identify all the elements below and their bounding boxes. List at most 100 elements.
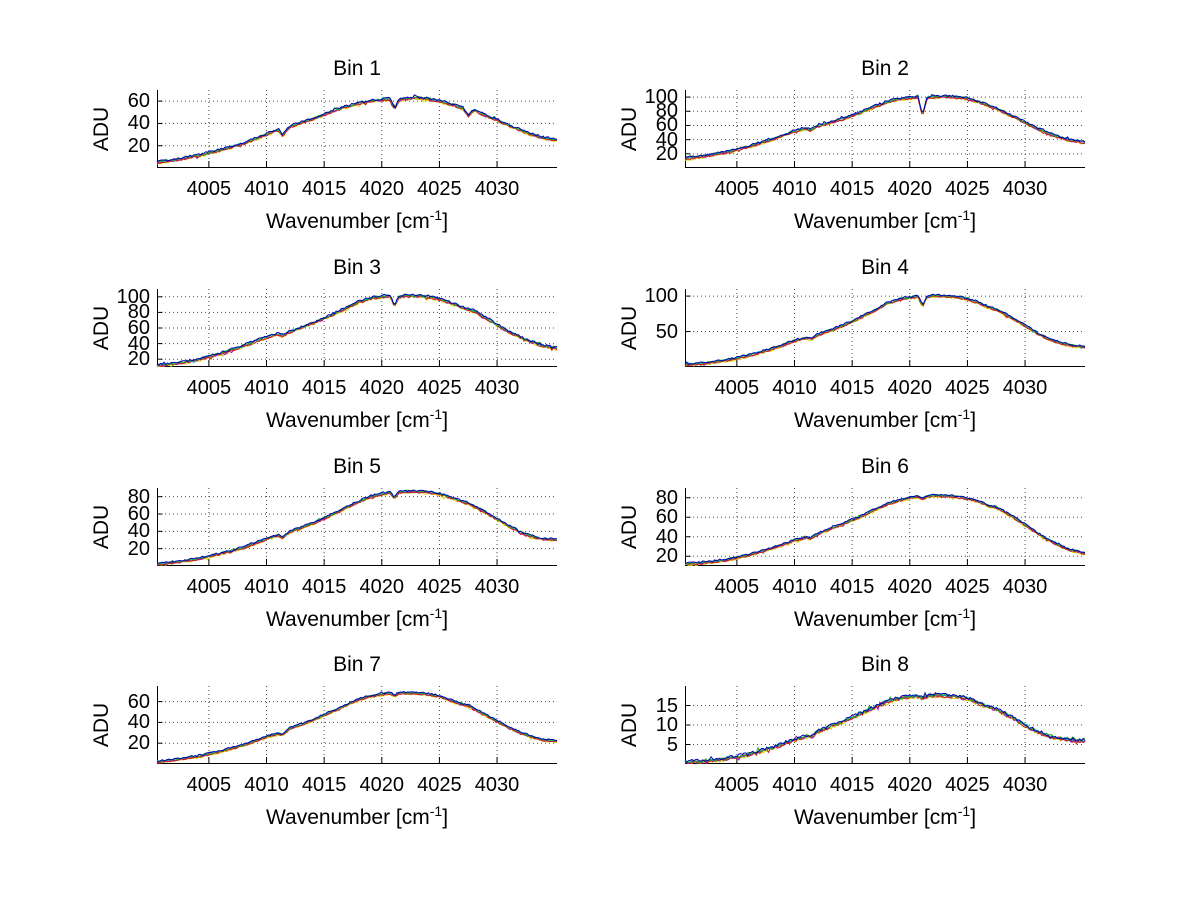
x-tick-label: 4015: [301, 774, 347, 796]
spectrum-trace-cyan: [684, 95, 1086, 159]
subplot-title: Bin 5: [333, 455, 381, 478]
x-axis-label: Wavenumber [cm-1]: [793, 207, 977, 234]
y-tick-label: 80: [127, 301, 150, 324]
x-axis-label-text: Wavenumber [cm: [793, 608, 958, 631]
plot-area: [156, 686, 558, 764]
subplot-title: Bin 3: [333, 256, 381, 279]
x-axis-label-text: Wavenumber [cm: [793, 806, 958, 829]
x-axis-label: Wavenumber [cm-1]: [793, 803, 977, 830]
x-tick-label: 4030: [1002, 377, 1048, 399]
x-tick-label: 4015: [301, 178, 347, 200]
spectrum-trace-blue: [684, 94, 1086, 159]
plot-area: [156, 488, 558, 567]
x-tick-label: 4030: [1002, 774, 1048, 796]
x-axis-label-sup: -1: [957, 207, 971, 223]
x-tick-label: 4020: [359, 377, 405, 399]
y-tick-label: 5: [666, 733, 678, 756]
y-tick-label: 100: [116, 285, 150, 308]
y-tick-label: 80: [655, 100, 678, 123]
plot-area: [684, 686, 1086, 765]
x-axis-label-close: ]: [442, 608, 449, 631]
x-tick-label: 4020: [887, 774, 933, 796]
x-tick-label: 4030: [474, 774, 520, 796]
y-tick-label: 80: [127, 485, 150, 508]
x-axis-label-text: Wavenumber [cm: [265, 409, 430, 432]
spectrum-trace-blue: [156, 94, 558, 163]
x-tick-label: 4015: [301, 377, 347, 399]
x-axis-label-close: ]: [442, 210, 449, 233]
x-tick-label: 4020: [359, 774, 405, 796]
x-tick-label: 4025: [417, 377, 462, 399]
x-tick-label: 4025: [417, 576, 462, 598]
y-tick-label: 40: [127, 332, 150, 355]
x-tick-label: 4010: [772, 377, 817, 399]
spectrum-trace-red: [684, 691, 1086, 765]
x-tick-label: 4020: [887, 576, 933, 598]
x-axis-label-sup: -1: [957, 803, 971, 819]
spectrum-trace-yellow: [684, 95, 1086, 162]
x-axis-label-sup: -1: [957, 406, 971, 422]
x-tick-label: 4005: [186, 576, 232, 598]
y-tick-label: 40: [127, 520, 150, 543]
x-tick-label: 4025: [417, 774, 462, 796]
x-tick-label: 4010: [772, 576, 817, 598]
x-tick-label: 4005: [714, 774, 760, 796]
x-tick-label: 4025: [945, 377, 990, 399]
spectrum-trace-red: [156, 692, 558, 764]
x-axis-label-sup: -1: [429, 406, 443, 422]
x-axis-label-text: Wavenumber [cm: [265, 608, 430, 631]
x-axis-label-close: ]: [970, 806, 977, 829]
x-tick-label: 4005: [714, 178, 760, 200]
x-tick-label: 4010: [772, 774, 817, 796]
y-tick-label: 20: [655, 545, 678, 568]
spectrum-trace-blue: [156, 489, 558, 564]
x-axis-label-text: Wavenumber [cm: [265, 806, 430, 829]
subplot-title: Bin 7: [333, 653, 381, 676]
x-tick-label: 4030: [474, 178, 520, 200]
y-tick-label: 20: [127, 732, 150, 755]
spectrum-trace-blue: [684, 293, 1086, 365]
x-tick-label: 4020: [359, 178, 405, 200]
subplot-title: Bin 4: [861, 256, 909, 279]
x-axis-label-sup: -1: [957, 605, 971, 621]
plot-area: [684, 90, 1086, 168]
y-tick-label: 10: [655, 714, 678, 736]
x-axis-label-text: Wavenumber [cm: [265, 210, 430, 233]
subplot-title: Bin 2: [861, 57, 909, 80]
x-tick-label: 4020: [887, 377, 933, 399]
x-tick-label: 4030: [1002, 178, 1048, 200]
x-axis-label: Wavenumber [cm-1]: [793, 605, 977, 632]
x-tick-label: 4020: [359, 576, 405, 598]
x-axis-label-close: ]: [442, 806, 449, 829]
y-tick-label: 20: [127, 134, 150, 157]
x-tick-label: 4015: [301, 576, 347, 598]
y-tick-label: 50: [655, 320, 678, 343]
x-tick-label: 4005: [186, 774, 232, 796]
x-axis-label-close: ]: [970, 608, 977, 631]
y-tick-label: 60: [127, 90, 150, 113]
x-tick-label: 4015: [829, 774, 875, 796]
x-tick-label: 4005: [714, 377, 760, 399]
y-tick-label: 60: [127, 503, 150, 525]
x-axis-label-text: Wavenumber [cm: [793, 210, 958, 233]
x-tick-label: 4025: [945, 774, 990, 796]
x-tick-label: 4010: [244, 178, 289, 200]
x-tick-label: 4025: [945, 576, 990, 598]
plot-area: [684, 488, 1086, 567]
y-tick-label: 40: [127, 711, 150, 734]
x-tick-label: 4015: [829, 377, 875, 399]
plot-area: [156, 289, 558, 368]
x-tick-label: 4010: [244, 576, 289, 598]
spectrum-trace-yellow: [156, 295, 558, 367]
x-axis-label-close: ]: [970, 210, 977, 233]
spectrum-trace-red: [684, 495, 1086, 566]
x-tick-label: 4010: [244, 774, 289, 796]
x-tick-label: 4030: [1002, 576, 1048, 598]
x-tick-label: 4030: [474, 377, 520, 399]
x-axis-label-sup: -1: [429, 207, 443, 223]
x-tick-label: 4015: [829, 178, 875, 200]
x-axis-label: Wavenumber [cm-1]: [265, 207, 449, 234]
x-tick-label: 4010: [244, 377, 289, 399]
spectrum-trace-blue: [684, 493, 1086, 564]
